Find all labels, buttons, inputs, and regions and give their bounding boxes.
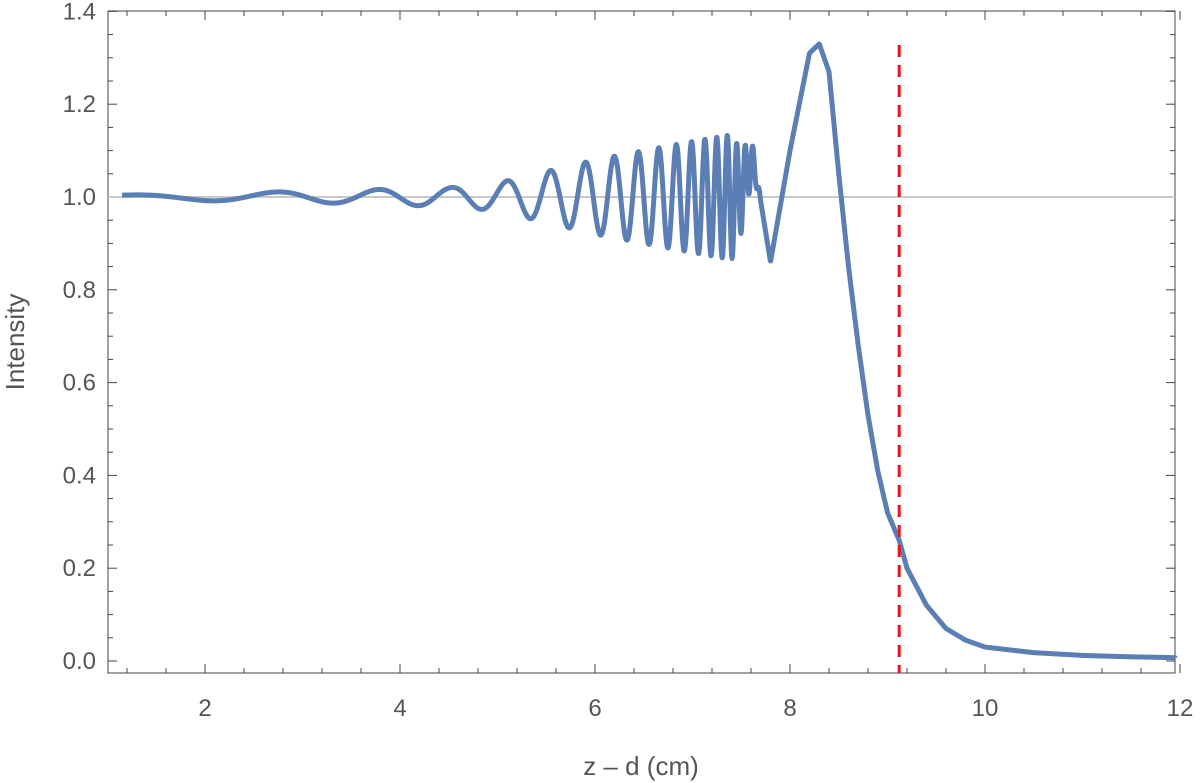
x-tick-label: 12 [1167,695,1194,722]
x-axis-label: z – d (cm) [583,751,699,781]
x-tick-label: 6 [588,695,601,722]
plot-frame [107,10,1176,674]
y-tick-label: 0.0 [63,648,96,675]
minor-ticks [108,11,1175,673]
y-tick-label: 0.4 [63,462,96,489]
y-tick-labels: 0.0 0.2 0.4 0.6 0.8 1.0 1.2 1.4 [63,0,96,675]
x-tick-label: 2 [198,695,211,722]
x-tick-label: 8 [783,695,796,722]
y-tick-label: 0.8 [63,277,96,304]
y-tick-label: 0.2 [63,555,96,582]
x-tick-label: 10 [972,695,999,722]
major-ticks [108,10,1181,673]
y-tick-label: 1.0 [63,184,96,211]
intensity-series-line [120,41,1178,661]
x-tick-labels: 2 4 6 8 10 12 [198,695,1193,722]
y-tick-label: 1.2 [63,91,96,118]
y-axis-label: Intensity [0,294,30,391]
x-tick-label: 4 [393,695,406,722]
y-tick-label: 0.6 [63,370,96,397]
y-tick-label: 1.4 [63,0,96,25]
